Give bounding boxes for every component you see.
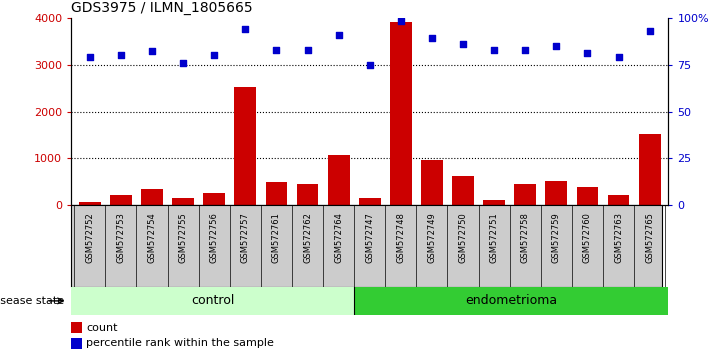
Bar xyxy=(328,155,350,205)
Text: GSM572747: GSM572747 xyxy=(365,212,374,263)
Bar xyxy=(71,338,82,349)
Text: GSM572765: GSM572765 xyxy=(645,212,654,263)
Text: GSM572751: GSM572751 xyxy=(490,212,498,263)
Text: GSM572760: GSM572760 xyxy=(583,212,592,263)
Bar xyxy=(71,322,82,333)
Bar xyxy=(545,181,567,205)
Point xyxy=(457,41,469,47)
Text: GSM572748: GSM572748 xyxy=(396,212,405,263)
Bar xyxy=(203,193,225,205)
Text: GSM572764: GSM572764 xyxy=(334,212,343,263)
Text: GSM572758: GSM572758 xyxy=(520,212,530,263)
Text: control: control xyxy=(191,295,234,307)
Text: GSM572749: GSM572749 xyxy=(427,212,437,263)
Text: count: count xyxy=(86,322,117,332)
Bar xyxy=(390,22,412,205)
Text: GSM572753: GSM572753 xyxy=(117,212,125,263)
Point xyxy=(271,47,282,52)
Text: GSM572757: GSM572757 xyxy=(241,212,250,263)
Bar xyxy=(110,195,132,205)
Text: GSM572752: GSM572752 xyxy=(85,212,95,263)
Point xyxy=(395,19,407,24)
Bar xyxy=(638,134,661,205)
Point xyxy=(582,51,593,56)
Bar xyxy=(421,160,443,205)
Bar xyxy=(452,176,474,205)
Point xyxy=(301,47,313,52)
Bar xyxy=(577,188,599,205)
Bar xyxy=(79,201,101,205)
Text: GSM572759: GSM572759 xyxy=(552,212,561,263)
Point xyxy=(178,60,189,65)
Point xyxy=(644,28,656,34)
Point xyxy=(550,43,562,48)
Point xyxy=(520,47,531,52)
Point xyxy=(240,26,251,32)
Text: GSM572756: GSM572756 xyxy=(210,212,219,263)
Text: percentile rank within the sample: percentile rank within the sample xyxy=(86,338,274,348)
Point xyxy=(84,54,95,60)
Point xyxy=(146,48,158,54)
Text: endometrioma: endometrioma xyxy=(465,295,557,307)
Text: GSM572755: GSM572755 xyxy=(178,212,188,263)
Text: GSM572761: GSM572761 xyxy=(272,212,281,263)
Text: GDS3975 / ILMN_1805665: GDS3975 / ILMN_1805665 xyxy=(71,1,252,15)
Bar xyxy=(172,198,194,205)
Bar xyxy=(483,200,505,205)
Bar xyxy=(359,198,380,205)
Bar xyxy=(141,189,163,205)
Point xyxy=(364,62,375,68)
Bar xyxy=(354,287,668,315)
Text: disease state: disease state xyxy=(0,296,64,306)
Bar xyxy=(608,195,629,205)
Bar xyxy=(265,182,287,205)
Text: GSM572754: GSM572754 xyxy=(147,212,156,263)
Point xyxy=(427,35,438,41)
Text: GSM572762: GSM572762 xyxy=(303,212,312,263)
Text: GSM572763: GSM572763 xyxy=(614,212,623,263)
Bar xyxy=(296,184,319,205)
Bar xyxy=(71,287,354,315)
Bar xyxy=(235,87,256,205)
Bar xyxy=(514,184,536,205)
Point xyxy=(115,52,127,58)
Point xyxy=(613,54,624,60)
Point xyxy=(488,47,500,52)
Text: GSM572750: GSM572750 xyxy=(459,212,468,263)
Point xyxy=(333,32,344,38)
Point xyxy=(208,52,220,58)
